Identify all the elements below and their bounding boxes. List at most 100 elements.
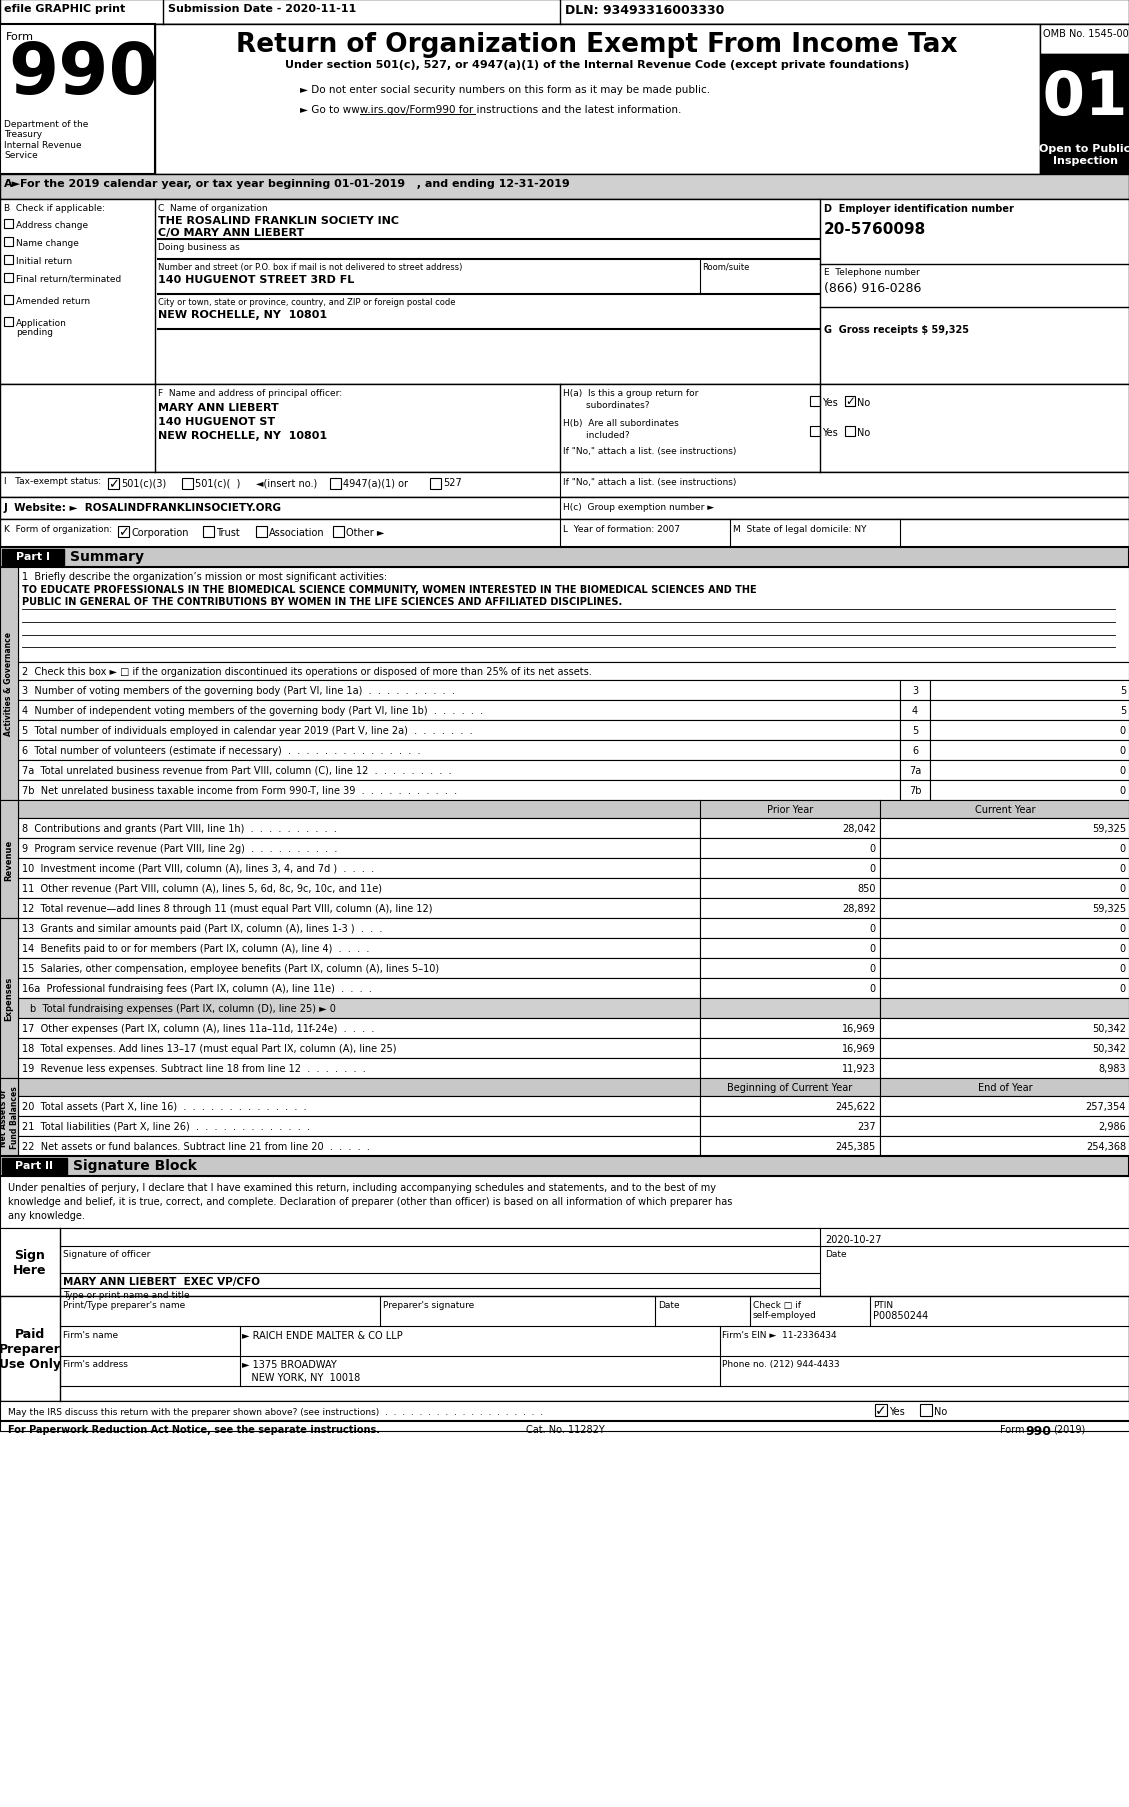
Text: 0: 0 — [869, 963, 876, 974]
Text: Trust: Trust — [216, 528, 239, 538]
Bar — [0, 497, 1129, 520]
Text: Number and street (or P.O. box if mail is not delivered to street address): Number and street (or P.O. box if mail i… — [158, 262, 463, 271]
Bar — [900, 721, 930, 741]
Bar — [18, 938, 700, 958]
Bar — [900, 681, 930, 701]
Text: 5  Total number of individuals employed in calendar year 2019 (Part V, line 2a) : 5 Total number of individuals employed i… — [21, 726, 473, 735]
Bar — [700, 1117, 879, 1137]
Text: L  Year of formation: 2007: L Year of formation: 2007 — [563, 524, 680, 533]
Text: 50,342: 50,342 — [1092, 1043, 1126, 1053]
Text: (2019): (2019) — [1053, 1424, 1085, 1435]
Text: 245,622: 245,622 — [835, 1102, 876, 1111]
Text: ► Do not enter social security numbers on this form as it may be made public.: ► Do not enter social security numbers o… — [300, 85, 710, 96]
Bar — [930, 781, 1129, 801]
Text: Yes: Yes — [822, 398, 838, 408]
Text: 990: 990 — [1025, 1424, 1051, 1437]
Text: 8,983: 8,983 — [1099, 1063, 1126, 1073]
Bar — [879, 878, 1129, 898]
Text: H(a)  Is this a group return for: H(a) Is this a group return for — [563, 389, 699, 398]
Text: Date: Date — [825, 1249, 847, 1258]
Text: NEW YORK, NY  10018: NEW YORK, NY 10018 — [242, 1372, 360, 1382]
Text: H(b)  Are all subordinates: H(b) Are all subordinates — [563, 419, 679, 428]
Bar — [203, 526, 215, 538]
Text: Address change: Address change — [16, 220, 88, 229]
Bar — [18, 918, 700, 938]
Bar — [182, 479, 193, 490]
Text: Print/Type preparer's name: Print/Type preparer's name — [63, 1301, 185, 1310]
Text: ► RAICH ENDE MALTER & CO LLP: ► RAICH ENDE MALTER & CO LLP — [242, 1330, 403, 1341]
Bar — [879, 978, 1129, 999]
Bar — [700, 958, 879, 978]
Text: 5: 5 — [1120, 685, 1126, 696]
Bar — [18, 1079, 1129, 1097]
Text: 28,042: 28,042 — [842, 824, 876, 833]
Bar — [879, 1137, 1129, 1156]
Bar — [18, 1137, 700, 1156]
Bar — [18, 858, 700, 878]
Text: 501(c)(3): 501(c)(3) — [121, 477, 166, 488]
Text: Firm's EIN ►  11-2336434: Firm's EIN ► 11-2336434 — [723, 1330, 837, 1339]
Bar — [920, 1404, 933, 1417]
Text: MARY ANN LIEBERT: MARY ANN LIEBERT — [158, 403, 279, 412]
Text: 5: 5 — [1120, 705, 1126, 716]
Text: ✓: ✓ — [108, 477, 119, 492]
Text: 8  Contributions and grants (Part VIII, line 1h)  .  .  .  .  .  .  .  .  .  .: 8 Contributions and grants (Part VIII, l… — [21, 824, 336, 833]
Bar — [5, 239, 14, 248]
Text: Expenses: Expenses — [5, 976, 14, 1021]
Text: 0: 0 — [1120, 864, 1126, 873]
Text: Firm's name: Firm's name — [63, 1330, 119, 1339]
Bar — [0, 1229, 1129, 1296]
Text: Signature of officer: Signature of officer — [63, 1249, 150, 1258]
Text: 140 HUGUENOT ST: 140 HUGUENOT ST — [158, 417, 275, 426]
Text: K  Form of organization:: K Form of organization: — [5, 524, 112, 533]
Bar — [1040, 136, 1129, 175]
Bar — [18, 1039, 700, 1059]
Text: 0: 0 — [869, 923, 876, 934]
Text: 14  Benefits paid to or for members (Part IX, column (A), line 4)  .  .  .  .: 14 Benefits paid to or for members (Part… — [21, 943, 369, 954]
Text: 0: 0 — [1120, 884, 1126, 893]
Bar — [879, 858, 1129, 878]
Bar — [700, 1039, 879, 1059]
Text: 20-5760098: 20-5760098 — [824, 222, 926, 237]
Text: 4  Number of independent voting members of the governing body (Part VI, line 1b): 4 Number of independent voting members o… — [21, 705, 483, 716]
Text: ► Go to www.irs.gov/Form990 for instructions and the latest information.: ► Go to www.irs.gov/Form990 for instruct… — [300, 105, 682, 116]
Text: Activities & Governance: Activities & Governance — [5, 632, 14, 735]
Text: 2019: 2019 — [1000, 69, 1129, 128]
Text: 0: 0 — [1120, 963, 1126, 974]
Text: D  Employer identification number: D Employer identification number — [824, 204, 1014, 213]
Bar — [700, 938, 879, 958]
Text: Part II: Part II — [15, 1160, 53, 1171]
Text: Department of the
Treasury
Internal Revenue
Service: Department of the Treasury Internal Reve… — [5, 119, 88, 161]
Text: 2,986: 2,986 — [1099, 1122, 1126, 1131]
Text: 0: 0 — [1120, 726, 1126, 735]
Bar — [0, 385, 1129, 473]
Bar — [430, 479, 441, 490]
Text: 5: 5 — [912, 726, 918, 735]
Text: Current Year: Current Year — [974, 804, 1035, 815]
Bar — [879, 1097, 1129, 1117]
Bar — [0, 473, 1129, 497]
Text: 3  Number of voting members of the governing body (Part VI, line 1a)  .  .  .  .: 3 Number of voting members of the govern… — [21, 685, 455, 696]
Text: 257,354: 257,354 — [1086, 1102, 1126, 1111]
Bar — [879, 938, 1129, 958]
Text: A►: A► — [5, 179, 21, 190]
Text: b  Total fundraising expenses (Part IX, column (D), line 25) ► 0: b Total fundraising expenses (Part IX, c… — [30, 1003, 335, 1014]
Text: 0: 0 — [869, 844, 876, 853]
Bar — [700, 898, 879, 918]
Text: Under penalties of perjury, I declare that I have examined this return, includin: Under penalties of perjury, I declare th… — [8, 1182, 716, 1193]
Text: 140 HUGUENOT STREET 3RD FL: 140 HUGUENOT STREET 3RD FL — [158, 275, 355, 286]
Bar — [2, 1158, 67, 1175]
Text: ✓: ✓ — [875, 1404, 887, 1417]
Bar — [700, 838, 879, 858]
Bar — [108, 479, 119, 490]
Bar — [18, 878, 700, 898]
Text: (866) 916-0286: (866) 916-0286 — [824, 282, 921, 295]
Bar — [700, 918, 879, 938]
Text: Summary: Summary — [70, 549, 145, 564]
Text: May the IRS discuss this return with the preparer shown above? (see instructions: May the IRS discuss this return with the… — [8, 1408, 543, 1417]
Bar — [18, 978, 700, 999]
Text: 7b: 7b — [909, 786, 921, 795]
Text: 0: 0 — [1120, 983, 1126, 994]
Text: ► 1375 BROADWAY: ► 1375 BROADWAY — [242, 1359, 336, 1370]
Text: Open to Public
Inspection: Open to Public Inspection — [1040, 145, 1129, 166]
